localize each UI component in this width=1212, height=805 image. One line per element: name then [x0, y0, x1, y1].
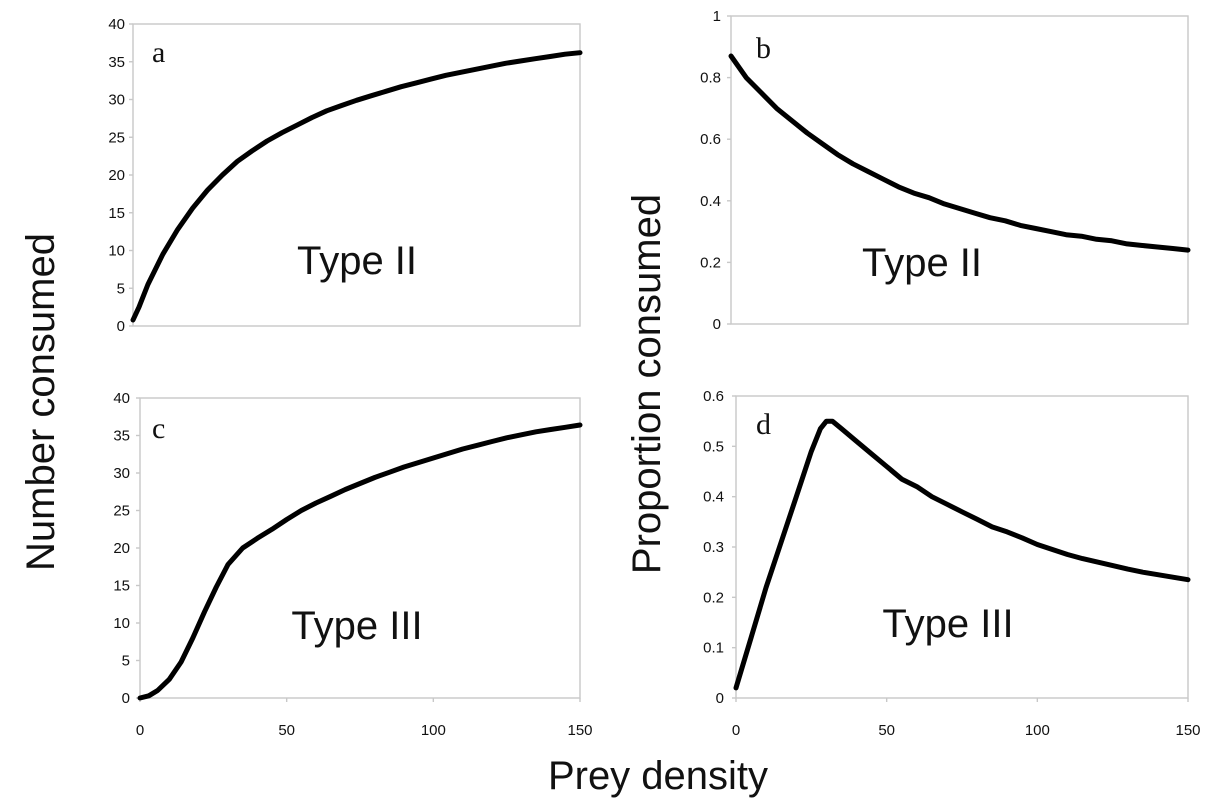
- y-tick-label: 0: [716, 690, 724, 707]
- type-annotation-c: Type III: [291, 604, 422, 648]
- y-tick-label: 0.2: [703, 589, 724, 606]
- x-tick-label: 150: [1175, 722, 1200, 739]
- y-tick-label: 10: [108, 243, 125, 260]
- x-tick-label: 50: [278, 722, 295, 739]
- y-tick-label: 25: [108, 129, 125, 146]
- y-tick-label: 25: [113, 503, 130, 520]
- plot-frame-d: [735, 395, 1189, 699]
- y-tick-label: 0.1: [703, 640, 724, 657]
- panels: 0 5 10 15 20 25 30 35 40 a Type II 0 0.2 0.4 0.6 0.8 1 b T…: [108, 8, 1200, 739]
- y-axis-label-number-consumed: Number consumed: [19, 233, 63, 571]
- y-tick-label: 30: [108, 92, 125, 109]
- y-tick-label: 0.6: [703, 388, 724, 405]
- y-tick-label: 20: [108, 167, 125, 184]
- y-tick-label: 5: [122, 653, 130, 670]
- y-tick-label: 0.2: [700, 254, 721, 271]
- y-tick-label: 0.5: [703, 438, 724, 455]
- panel-b: 0 0.2 0.4 0.6 0.8 1 b Type II: [700, 8, 1191, 333]
- x-tick-label: 100: [1025, 722, 1050, 739]
- panel-letter-c: c: [152, 412, 165, 445]
- plot-frame-a: [132, 23, 581, 327]
- type-annotation-d: Type III: [882, 602, 1013, 646]
- y-tick-label: 40: [113, 390, 130, 407]
- y-tick-label: 15: [108, 205, 125, 222]
- y-tick-label: 10: [113, 615, 130, 632]
- y-tick-label: 15: [113, 578, 130, 595]
- x-tick-label: 50: [878, 722, 895, 739]
- y-tick-label: 1: [713, 8, 721, 25]
- panel-c: 0 5 10 15 20 25 30 35 40 0 50 100 150 c Type III: [113, 390, 592, 739]
- x-tick-label: 0: [136, 722, 144, 739]
- y-tick-label: 0.3: [703, 539, 724, 556]
- x-axis-label-prey-density: Prey density: [548, 754, 768, 798]
- series-line-d: [733, 418, 1191, 691]
- panel-a: 0 5 10 15 20 25 30 35 40 a Type II: [108, 16, 583, 335]
- y-axis-label-proportion-consumed: Proportion consumed: [625, 194, 669, 574]
- panel-d: 0 0.1 0.2 0.3 0.4 0.5 0.6 0 50 100 150 d Type III: [703, 388, 1200, 739]
- y-tick-label: 0.4: [703, 489, 724, 506]
- y-tick-label: 35: [113, 428, 130, 445]
- type-annotation-a: Type II: [297, 239, 417, 283]
- y-tick-label: 5: [117, 280, 125, 297]
- x-tick-label: 150: [567, 722, 592, 739]
- y-tick-label: 0.8: [700, 70, 721, 87]
- series-line-c: [137, 422, 583, 701]
- y-tick-label: 40: [108, 16, 125, 33]
- y-tick-label: 0: [713, 316, 721, 333]
- plot-frame-c: [139, 397, 581, 699]
- panel-letter-b: b: [756, 32, 771, 65]
- y-tick-label: 0.4: [700, 193, 721, 210]
- panel-letter-d: d: [756, 408, 771, 441]
- series-line-a: [130, 50, 583, 323]
- y-tick-label: 20: [113, 540, 130, 557]
- y-tick-label: 35: [108, 54, 125, 71]
- y-tick-label: 0.6: [700, 131, 721, 148]
- y-tick-label: 0: [122, 690, 130, 707]
- y-tick-label: 0: [117, 318, 125, 335]
- y-tick-label: 30: [113, 465, 130, 482]
- panel-letter-a: a: [152, 36, 165, 69]
- type-annotation-b: Type II: [862, 241, 982, 285]
- x-tick-label: 0: [732, 722, 740, 739]
- x-tick-label: 100: [421, 722, 446, 739]
- plot-frame-b: [730, 15, 1189, 325]
- series-line-b: [728, 53, 1191, 253]
